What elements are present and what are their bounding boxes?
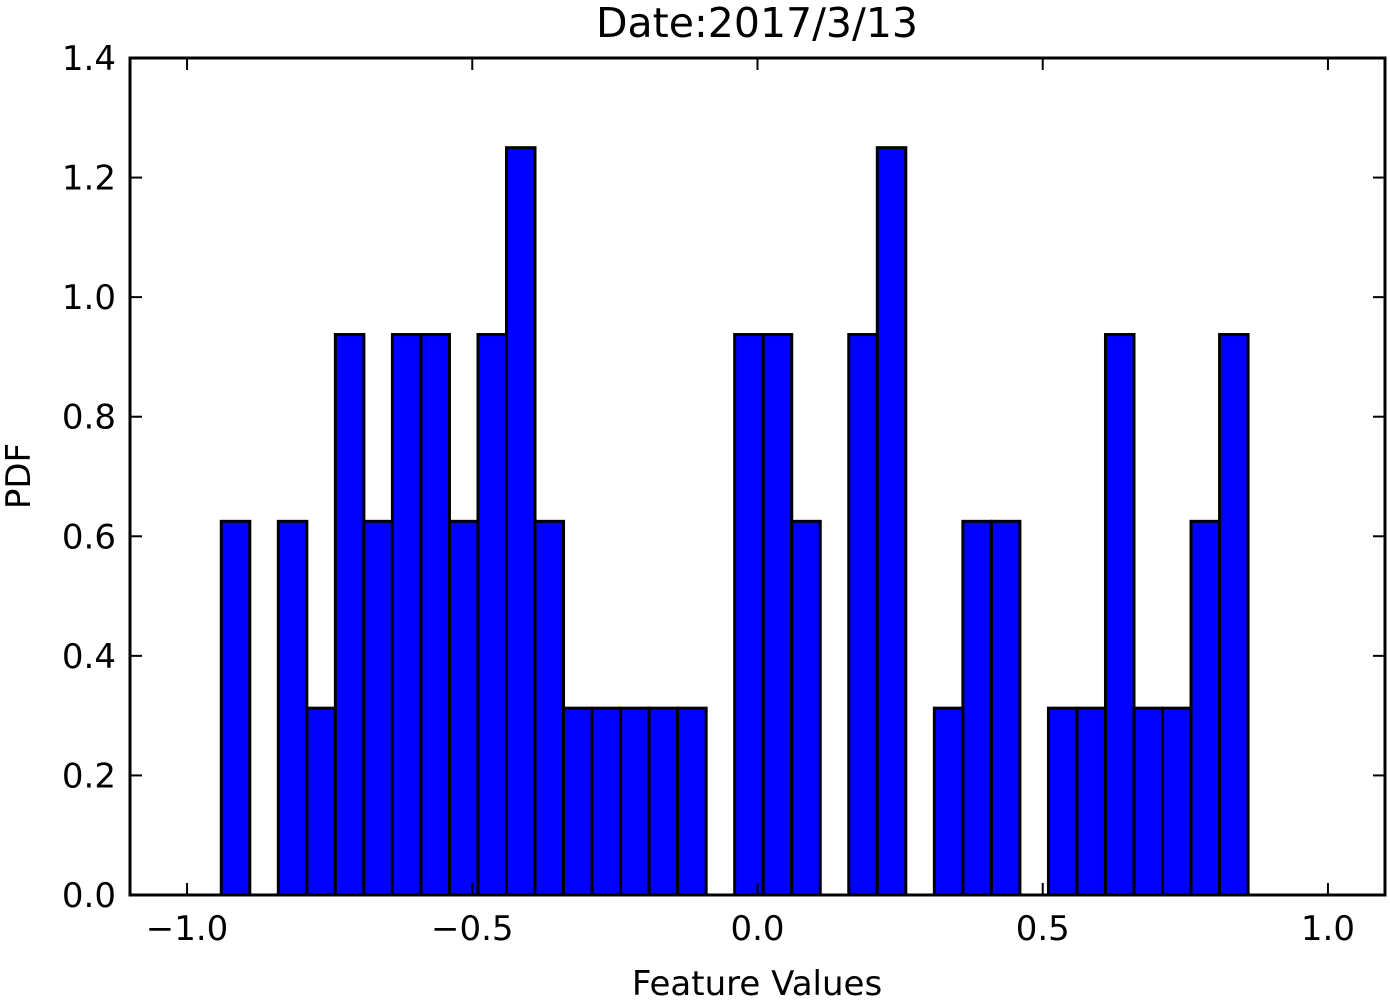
histogram-bar [362, 519, 394, 897]
histogram-bar [989, 519, 1022, 897]
y-tick-label: 1.0 [62, 278, 116, 318]
histogram-bar [932, 706, 965, 897]
histogram-bar [1075, 706, 1107, 897]
histogram-bar [390, 333, 423, 897]
y-tick-label: 0.6 [62, 517, 116, 557]
histogram-bar [761, 333, 794, 897]
plot-frame [128, 56, 1387, 897]
histogram-bar [447, 519, 480, 897]
histogram-bar [333, 333, 366, 897]
x-tick-label: −1.0 [146, 909, 229, 949]
y-tick-label: 0.0 [62, 876, 116, 916]
x-tick-label: −0.5 [431, 909, 514, 949]
histogram-bar [676, 706, 708, 897]
y-axis-title: PDF [0, 443, 39, 509]
tick-labels-layer: −1.0 −0.5 0.0 0.5 1.0 0.0 0.2 0.4 0.6 0.8 1.0 1.2 1.… [62, 39, 1355, 949]
histogram-bar [305, 706, 337, 897]
histogram-bar [847, 333, 879, 897]
x-tick-label: 0.0 [730, 909, 784, 949]
histogram-bar [875, 146, 908, 897]
y-tick-label: 1.2 [62, 159, 116, 199]
histogram-bar [562, 706, 594, 897]
histogram-bar [733, 333, 765, 897]
histogram-bar [476, 333, 508, 897]
histogram-bar [219, 519, 252, 897]
bars-layer [219, 146, 1250, 897]
histogram-bar [790, 519, 822, 897]
y-tick-label: 0.4 [62, 637, 116, 677]
x-tick-label: 1.0 [1301, 909, 1355, 949]
histogram-bar [505, 146, 537, 897]
histogram-bar [961, 519, 993, 897]
histogram-bar [619, 706, 651, 897]
chart-title: Date:2017/3/13 [596, 0, 918, 47]
y-tick-label: 0.8 [62, 398, 116, 438]
histogram-bar [1046, 706, 1079, 897]
histogram-bar [1218, 333, 1250, 897]
histogram-bar [533, 519, 566, 897]
histogram-bar [419, 333, 451, 897]
y-tick-label: 0.2 [62, 756, 116, 796]
x-tick-label: 0.5 [1016, 909, 1070, 949]
histogram-bar [1189, 519, 1222, 897]
histogram-bar [590, 706, 623, 897]
x-axis-title: Feature Values [632, 964, 882, 1003]
histogram-bar [1132, 706, 1165, 897]
y-tick-label: 1.4 [62, 39, 116, 79]
histogram-bar [1103, 333, 1136, 897]
histogram-bar [647, 706, 680, 897]
histogram-bar [1161, 706, 1193, 897]
histogram-bar [276, 519, 309, 897]
